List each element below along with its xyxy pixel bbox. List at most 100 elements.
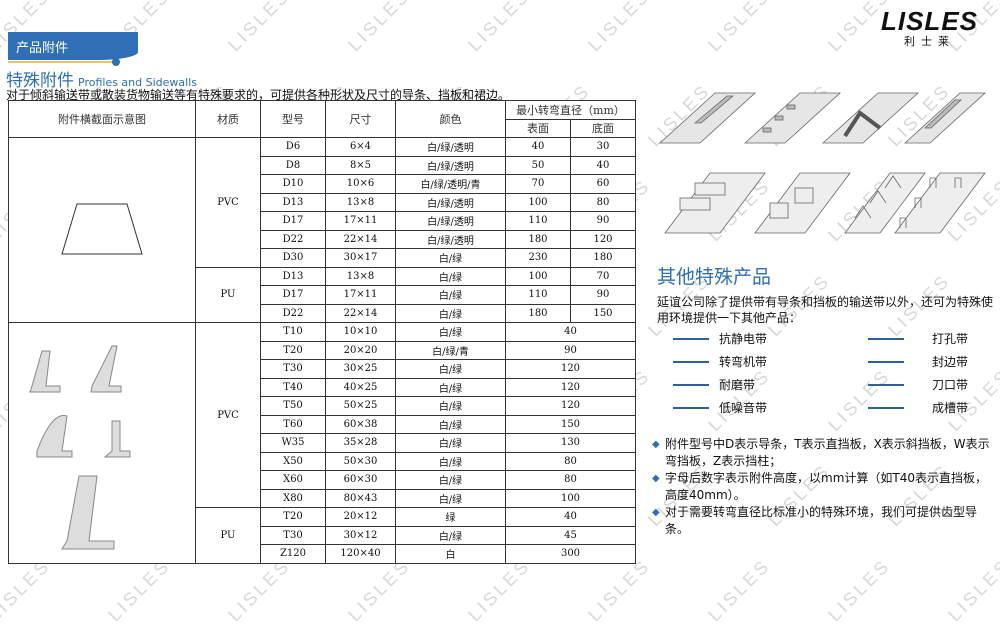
surface-diameter-cell: 50 bbox=[505, 155, 571, 175]
color-cell: 白/绿 bbox=[395, 285, 506, 305]
logo-brand: LISLES bbox=[880, 6, 978, 36]
product-label: 耐磨带 bbox=[719, 378, 756, 392]
min-diameter-cell: 130 bbox=[505, 433, 636, 453]
dash-line bbox=[673, 337, 709, 340]
title-en: Profiles and Sidewalls bbox=[78, 76, 197, 89]
cross-section-diagram bbox=[8, 137, 196, 323]
model-cell: T30 bbox=[260, 359, 326, 379]
color-cell: 白/绿 bbox=[395, 433, 506, 453]
size-cell: 30×25 bbox=[325, 359, 396, 379]
bottom-diameter-cell: 90 bbox=[570, 285, 636, 305]
surface-diameter-cell: 110 bbox=[505, 211, 571, 231]
color-cell: 白/绿/透明 bbox=[395, 137, 506, 157]
profiles-table: 附件横截面示意图 材质 型号 尺寸 颜色 最小转弯直径（mm） 表面 底面 PVC D6 6×4… bbox=[8, 100, 636, 564]
diamond-bullet-icon: ◆ bbox=[652, 507, 660, 518]
surface-diameter-cell: 100 bbox=[505, 192, 571, 212]
table-row: T20 20×20 白/绿/青 90 bbox=[9, 340, 636, 360]
note-item: ◆ 附件型号中D表示导条，T表示直挡板，X表示斜挡板，W表示弯挡板，Z表示挡柱； bbox=[652, 436, 997, 470]
bottom-diameter-cell: 180 bbox=[570, 248, 636, 268]
model-cell: T10 bbox=[260, 322, 326, 342]
surface-diameter-cell: 230 bbox=[505, 248, 571, 268]
size-cell: 10×6 bbox=[325, 174, 396, 194]
product-item: 打孔带 bbox=[868, 330, 968, 347]
header-material: 材质 bbox=[195, 100, 261, 138]
table-row: D10 10×6 白/绿/透明/青 70 60 bbox=[9, 174, 636, 194]
model-cell: T20 bbox=[260, 507, 326, 527]
table-row: PVC D6 6×4 白/绿/透明 40 30 bbox=[8, 137, 636, 323]
page-title: 特殊附件 Profiles and Sidewalls bbox=[6, 66, 197, 91]
material-cell: PVC bbox=[195, 322, 261, 508]
size-cell: 20×20 bbox=[325, 340, 396, 360]
table-row: X50 50×30 白/绿 80 bbox=[9, 451, 636, 471]
table-row: PU T20 20×12 绿 40 bbox=[9, 507, 636, 564]
product-label: 打孔带 bbox=[932, 332, 969, 346]
logo-brand-cn: 利士莱 bbox=[903, 35, 955, 48]
watermark-text: LISLES bbox=[0, 555, 55, 626]
section-tab: 产品附件 bbox=[8, 32, 138, 60]
color-cell: 白/绿 bbox=[395, 525, 506, 545]
product-illustrations bbox=[658, 92, 987, 234]
watermark-text: LISLES bbox=[944, 555, 1000, 626]
model-cell: D22 bbox=[260, 303, 326, 323]
product-item: 封边带 bbox=[868, 353, 968, 370]
model-cell: X60 bbox=[260, 470, 326, 490]
min-diameter-cell: 45 bbox=[505, 525, 636, 545]
size-cell: 60×38 bbox=[325, 414, 396, 434]
color-cell: 白/绿 bbox=[395, 470, 506, 490]
title-cn: 特殊附件 bbox=[6, 71, 74, 91]
product-label: 转弯机带 bbox=[719, 355, 768, 369]
table-row: Z120 120×40 白 300 bbox=[9, 544, 636, 564]
size-cell: 10×10 bbox=[325, 322, 396, 342]
model-cell: D6 bbox=[260, 137, 326, 157]
header-model: 型号 bbox=[260, 100, 326, 138]
size-cell: 17×11 bbox=[325, 211, 396, 231]
color-cell: 白/绿 bbox=[395, 266, 506, 286]
table-row: T40 40×25 白/绿 120 bbox=[9, 377, 636, 397]
surface-diameter-cell: 180 bbox=[505, 303, 571, 323]
table-row: PVC T10 10×10 白/绿 40 bbox=[8, 322, 636, 564]
min-diameter-cell: 80 bbox=[505, 470, 636, 490]
product-label: 低噪音带 bbox=[719, 401, 768, 415]
watermark-text: LISLES bbox=[704, 0, 775, 56]
color-cell: 白/绿 bbox=[395, 377, 506, 397]
min-diameter-cell: 120 bbox=[505, 396, 636, 416]
size-cell: 30×17 bbox=[325, 248, 396, 268]
dash-line bbox=[673, 383, 709, 386]
product-label: 刀口带 bbox=[932, 378, 969, 392]
diamond-bullet-icon: ◆ bbox=[652, 439, 660, 450]
product-item: 刀口带 bbox=[868, 376, 968, 393]
watermark-text: LISLES bbox=[344, 555, 415, 626]
other-products-description: 延谊公司除了提供带有导条和挡板的输送带以外，还可为特殊使用环境提供一下其他产品： bbox=[657, 295, 994, 325]
color-cell: 白 bbox=[395, 544, 506, 564]
watermark-text: LISLES bbox=[224, 0, 295, 56]
watermark-text: LISLES bbox=[464, 555, 535, 626]
other-products-title: 其他特殊产品 bbox=[657, 266, 772, 288]
size-cell: 120×40 bbox=[325, 544, 396, 564]
surface-diameter-cell: 70 bbox=[505, 174, 571, 194]
header-min-diameter: 最小转弯直径（mm） bbox=[505, 100, 636, 120]
note-text: 字母后数字表示附件高度，以mm计算（如T40表示直挡板，高度40mm）。 bbox=[665, 471, 987, 502]
table-row: D8 8×5 白/绿/透明 50 40 bbox=[9, 155, 636, 175]
size-cell: 50×25 bbox=[325, 396, 396, 416]
watermark-text: LISLES bbox=[104, 555, 175, 626]
product-label: 成槽带 bbox=[932, 401, 969, 415]
page-description: 对于倾斜输送带或散装货物输送等有特殊要求的，可提供各种形状及尺寸的导条、挡板和裙… bbox=[6, 88, 511, 102]
min-diameter-cell: 120 bbox=[505, 359, 636, 379]
surface-diameter-cell: 110 bbox=[505, 285, 571, 305]
color-cell: 白/绿/透明 bbox=[395, 211, 506, 231]
watermark-text: LISLES bbox=[464, 0, 535, 56]
model-cell: D13 bbox=[260, 266, 326, 286]
table-row: T50 50×25 白/绿 120 bbox=[9, 396, 636, 416]
model-cell: T40 bbox=[260, 377, 326, 397]
note-text: 附件型号中D表示导条，T表示直挡板，X表示斜挡板，W表示弯挡板，Z表示挡柱； bbox=[665, 437, 990, 468]
model-cell: T30 bbox=[260, 525, 326, 545]
surface-diameter-cell: 100 bbox=[505, 266, 571, 286]
header-bottom: 底面 bbox=[570, 118, 636, 138]
header-diagram: 附件横截面示意图 bbox=[8, 100, 196, 138]
product-item: 转弯机带 bbox=[673, 353, 767, 370]
product-label: 抗静电带 bbox=[719, 332, 768, 346]
size-cell: 60×30 bbox=[325, 470, 396, 490]
min-diameter-cell: 40 bbox=[505, 322, 636, 342]
dash-line bbox=[868, 383, 904, 386]
size-cell: 17×11 bbox=[325, 285, 396, 305]
